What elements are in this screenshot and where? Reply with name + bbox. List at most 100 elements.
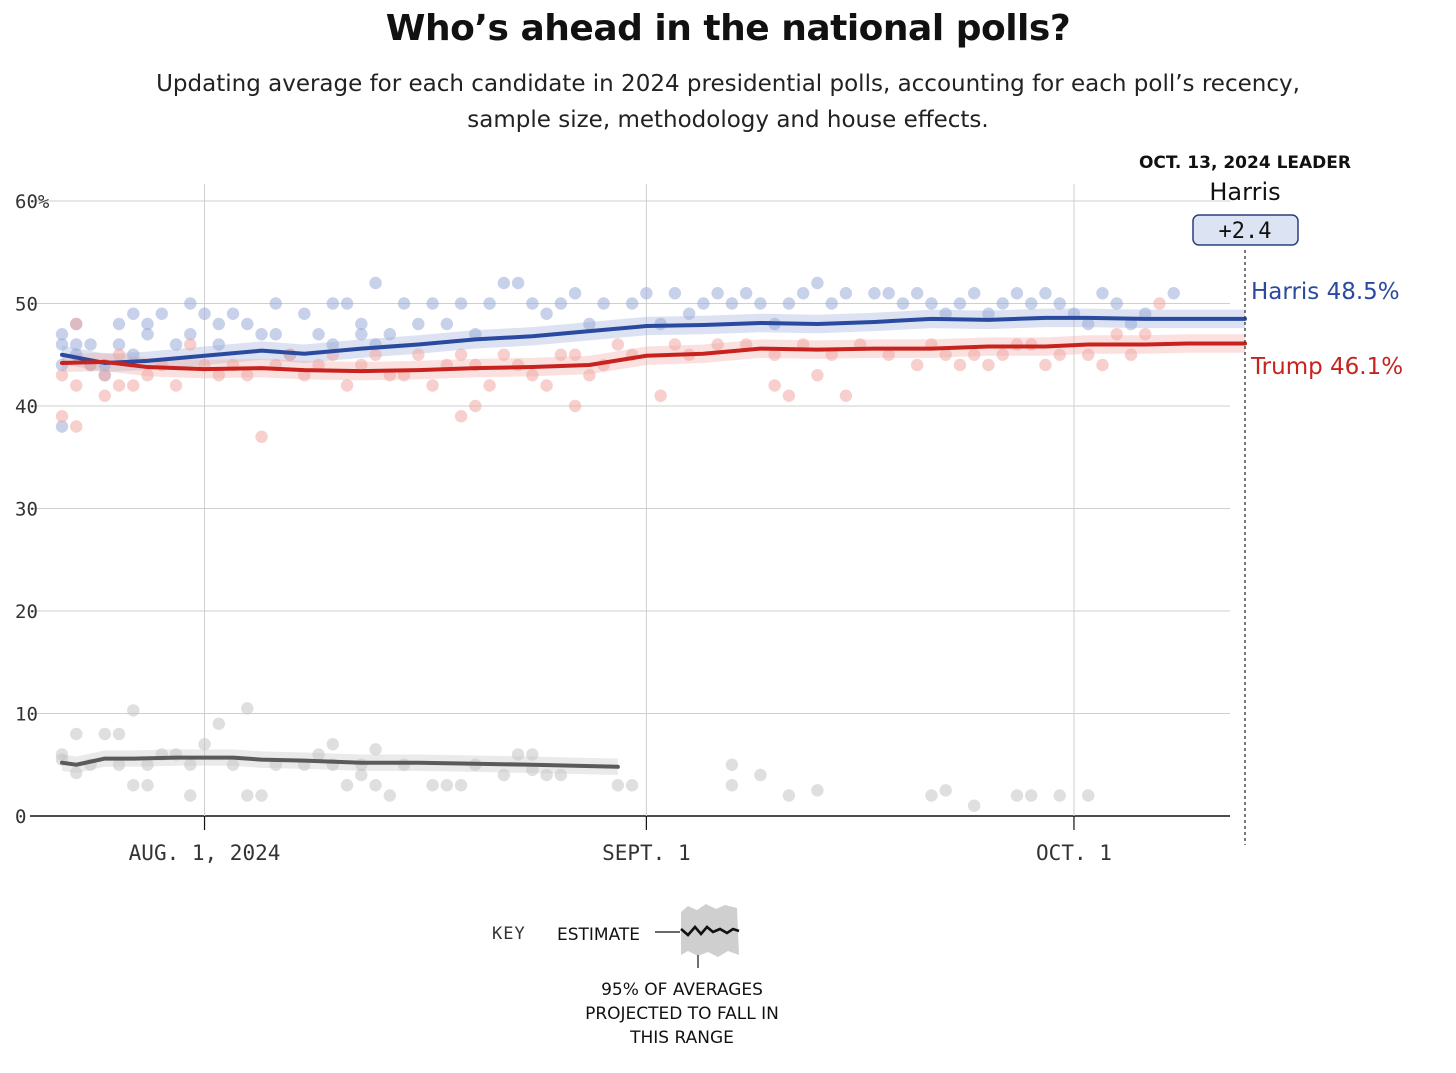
harris-poll-dot — [511, 276, 525, 290]
other-poll-dot — [611, 779, 625, 792]
other-poll-dot — [70, 727, 83, 741]
other-poll-dot — [754, 768, 767, 782]
harris-poll-dot — [269, 297, 282, 310]
harris-poll-dot — [1025, 297, 1038, 310]
trump-poll-dot — [711, 338, 724, 351]
other-poll-dot — [184, 758, 197, 771]
harris-poll-dot — [141, 328, 154, 341]
trump-poll-dot — [70, 420, 83, 433]
key-range-line-1: 95% OF AVERAGES — [601, 980, 763, 1000]
other-poll-dot — [369, 743, 382, 756]
harris-poll-dot — [697, 297, 710, 310]
harris-poll-dot — [939, 307, 952, 320]
trump-poll-dot — [55, 369, 69, 382]
other-poll-dot — [112, 758, 126, 771]
leader-margin-badge — [1192, 214, 1299, 246]
trump-poll-dot — [1139, 328, 1152, 341]
harris-poll-dot — [269, 328, 282, 341]
key-range-line-2: PROJECTED TO FALL IN — [585, 1004, 779, 1024]
trump-poll-dot — [825, 348, 838, 361]
chart-title: Who’s ahead in the national polls? — [385, 8, 1071, 49]
y-tick-label: 0 — [15, 806, 26, 828]
x-tick-label: AUG. 1, 2024 — [129, 841, 281, 865]
harris-poll-dot — [825, 297, 838, 310]
other-poll-dot — [241, 789, 254, 802]
harris-poll-dot — [198, 307, 211, 320]
harris-poll-dot — [967, 287, 981, 300]
other-poll-dot — [226, 758, 240, 771]
harris-poll-dot — [640, 287, 653, 300]
trump-poll-dot — [583, 369, 596, 382]
key-range-line-3: THIS RANGE — [629, 1028, 734, 1048]
trump-poll-dot — [241, 369, 254, 382]
harris-poll-dot — [996, 297, 1009, 310]
harris-poll-dot — [127, 348, 140, 361]
harris-poll-dot — [1010, 287, 1024, 300]
y-tick-label: 20 — [15, 601, 38, 623]
harris-poll-dot — [355, 317, 368, 331]
key-estimate-line — [680, 925, 740, 937]
trump-poll-dot — [939, 348, 952, 361]
harris-poll-dot — [112, 338, 126, 351]
other-poll-dot — [554, 768, 568, 782]
other-poll-dot — [967, 799, 981, 812]
harris-poll-dot — [155, 307, 168, 320]
harris-poll-dot — [340, 297, 354, 310]
other-poll-dot — [70, 766, 83, 780]
other-poll-dot — [440, 779, 454, 792]
harris-poll-dot — [141, 317, 154, 331]
harris-poll-dot — [1124, 317, 1138, 331]
trump-end-label: Trump 46.1% — [1250, 354, 1403, 380]
harris-poll-dot — [84, 338, 97, 351]
harris-confidence-band — [62, 308, 1245, 373]
harris-poll-dot — [782, 297, 796, 310]
trump-poll-dot — [1110, 328, 1123, 341]
harris-poll-dot — [739, 287, 753, 300]
other-poll-dot — [241, 702, 254, 715]
other-poll-dot — [326, 738, 340, 751]
trump-poll-dot — [526, 369, 539, 382]
other-poll-dot — [725, 758, 739, 771]
confidence-band-layer — [62, 308, 1245, 775]
other-poll-dot — [397, 758, 411, 771]
other-poll-dot — [369, 779, 382, 792]
trump-poll-dot — [112, 348, 126, 361]
harris-poll-dot — [169, 338, 183, 351]
trump-poll-dot — [98, 389, 111, 402]
harris-poll-dot — [796, 287, 810, 300]
harris-poll-dot — [112, 317, 126, 331]
trump-poll-dot — [112, 379, 126, 392]
trump-poll-dot — [426, 379, 439, 392]
trump-poll-dot — [668, 338, 682, 351]
harris-poll-dot — [55, 338, 69, 351]
harris-poll-dot — [426, 297, 439, 310]
trump-poll-dot — [55, 410, 69, 423]
trump-average-line — [60, 341, 1247, 374]
harris-poll-dot — [597, 297, 610, 310]
y-tick-label: 60% — [15, 191, 50, 213]
harris-poll-dot — [526, 297, 539, 310]
harris-poll-dot — [397, 297, 411, 310]
other-poll-dot — [540, 768, 553, 782]
harris-poll-dot — [355, 328, 368, 341]
harris-poll-dot — [326, 338, 340, 351]
trump-poll-dot — [768, 379, 781, 392]
harris-poll-dot — [540, 307, 553, 320]
harris-poll-dot — [625, 297, 639, 310]
harris-poll-dot — [298, 307, 311, 320]
harris-end-label: Harris 48.5% — [1251, 279, 1400, 305]
harris-poll-dot — [925, 297, 938, 310]
trump-poll-dot — [212, 369, 225, 382]
other-poll-dot — [112, 727, 126, 741]
axis-layer: 0 10 20 30 40 50 60% AUG. 1, 2024 SEPT. 1 OCT. 1 — [15, 191, 1112, 865]
trump-poll-dot — [454, 348, 468, 361]
trump-poll-dot — [469, 399, 482, 413]
harris-poll-dot — [127, 307, 140, 320]
x-tick-label: OCT. 1 — [1036, 841, 1112, 865]
trump-poll-dot — [967, 348, 981, 361]
harris-poll-dot — [754, 297, 767, 310]
other-poll-dot — [198, 738, 211, 751]
trump-poll-dot — [611, 338, 625, 351]
leader-margin-value: +2.4 — [1219, 219, 1272, 244]
